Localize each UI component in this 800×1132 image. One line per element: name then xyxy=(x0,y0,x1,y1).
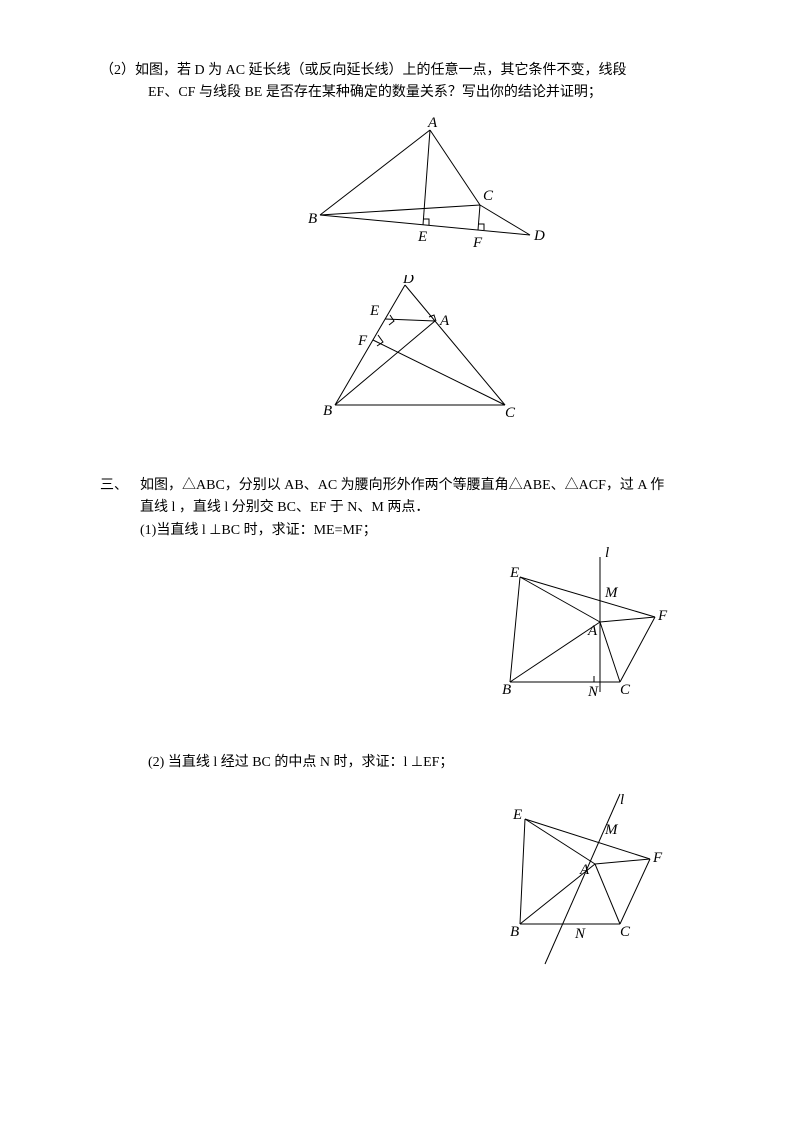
label-E: E xyxy=(417,229,427,245)
figure-3-container: l E M F A B N C xyxy=(100,542,740,712)
label-A2: A xyxy=(439,313,450,329)
p3-line2: 直线 l ，直线 l 分别交 BC、EF 于 N、M 两点． xyxy=(140,497,740,519)
figure-4-container: l E M F A B N C xyxy=(100,784,740,974)
label-N4: N xyxy=(574,926,586,942)
figure-1: A B C D E F xyxy=(290,115,550,255)
label-E3: E xyxy=(509,565,519,581)
figure-2: D A E F B C xyxy=(305,275,535,425)
label-F3: F xyxy=(657,608,668,624)
label-l4: l xyxy=(620,792,624,808)
figure-3: l E M F A B N C xyxy=(480,542,680,712)
label-B2: B xyxy=(323,403,332,419)
label-C4: C xyxy=(620,924,631,940)
label-F2: F xyxy=(357,333,368,349)
label-A: A xyxy=(427,115,438,131)
label-F4: F xyxy=(652,850,663,866)
label-B4: B xyxy=(510,924,519,940)
problem-2-text: （2）如图，若 D 为 AC 延长线（或反向延长线）上的任意一点，其它条件不变，… xyxy=(100,60,740,105)
label-D: D xyxy=(533,228,545,244)
p3-part1: (1)当直线 l ⊥BC 时，求证：ME=MF； xyxy=(140,520,740,542)
figure-2-container: D A E F B C xyxy=(100,275,740,425)
p3-line1: 如图，△ABC，分别以 AB、AC 为腰向形外作两个等腰直角△ABE、△ACF，… xyxy=(140,475,740,497)
label-A4: A xyxy=(579,862,590,878)
problem-3-num: 三、 xyxy=(100,475,140,497)
p2-line1: （2）如图，若 D 为 AC 延长线（或反向延长线）上的任意一点，其它条件不变，… xyxy=(100,60,740,82)
p3-part2: (2) 当直线 l 经过 BC 的中点 N 时，求证：l ⊥EF； xyxy=(100,752,740,774)
label-A3: A xyxy=(587,623,598,639)
label-N3: N xyxy=(587,684,599,700)
label-C2: C xyxy=(505,405,516,421)
label-B: B xyxy=(308,211,317,227)
label-F: F xyxy=(472,235,483,251)
label-l3: l xyxy=(605,545,609,561)
p2-line2: EF、CF 与线段 BE 是否存在某种确定的数量关系？写出你的结论并证明； xyxy=(100,82,740,104)
label-M3: M xyxy=(604,585,619,601)
label-E2: E xyxy=(369,303,379,319)
figure-1-container: A B C D E F xyxy=(100,115,740,255)
problem-3-header: 三、 如图，△ABC，分别以 AB、AC 为腰向形外作两个等腰直角△ABE、△A… xyxy=(100,475,740,542)
label-M4: M xyxy=(604,822,619,838)
label-C3: C xyxy=(620,682,631,698)
figure-4: l E M F A B N C xyxy=(480,784,680,974)
label-E4: E xyxy=(512,807,522,823)
label-D2: D xyxy=(402,275,414,287)
label-B3: B xyxy=(502,682,511,698)
label-C: C xyxy=(483,188,494,204)
